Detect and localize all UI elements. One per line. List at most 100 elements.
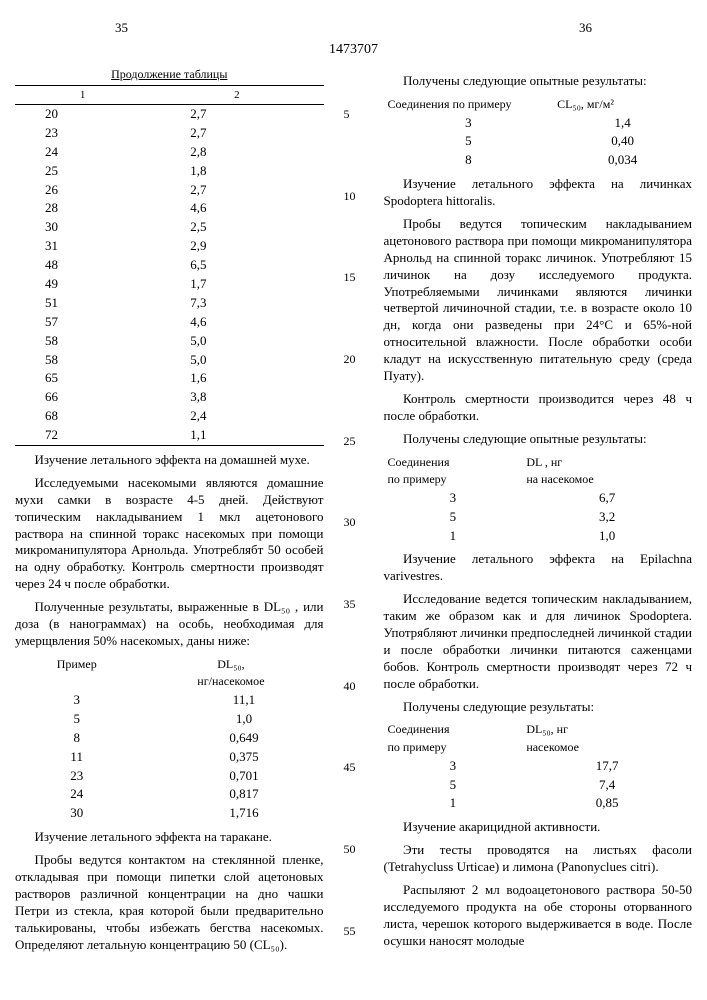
line-number: 45: [344, 760, 364, 776]
table-cell: 25: [15, 162, 150, 181]
table-cell: 8: [384, 151, 554, 170]
right-p6: Изучение летального эффекта на Epilachna…: [384, 551, 693, 585]
t2-h1: Пример: [15, 656, 138, 674]
table-cell: 11: [15, 748, 138, 767]
table-cell: 3,2: [522, 508, 692, 527]
right-column: Получены следующие опытные результаты: С…: [384, 67, 693, 959]
table-cell: 30: [15, 804, 138, 823]
table1-header: Продолжение таблицы: [15, 67, 324, 83]
line-number: 25: [344, 434, 364, 450]
table-cell: 30: [15, 218, 150, 237]
t1-col1: 1: [15, 85, 150, 104]
line-numbers: 510152025303540455055: [344, 67, 364, 959]
right-p5: Получены следующие опытные результаты:: [384, 431, 693, 448]
right-p1: Получены следующие опытные результаты:: [384, 73, 693, 90]
table-cell: 68: [15, 407, 150, 426]
table3: Соединения по примеру CL₅₀, мг/м² 31,450…: [384, 96, 693, 170]
table-cell: 5: [384, 776, 523, 795]
doc-number: 1473707: [15, 41, 692, 59]
t4-h1: Соединения: [384, 454, 523, 472]
left-p3: Полученные результаты, выраженные в DL₅₀…: [15, 599, 324, 650]
t4-h1b: по примеру: [384, 471, 523, 489]
line-number: 40: [344, 679, 364, 695]
t4-h2: DL , нг: [522, 454, 692, 472]
right-p8: Получены следующие результаты:: [384, 699, 693, 716]
table-cell: 6,5: [150, 256, 323, 275]
t2-h2: DL₅₀,: [138, 656, 323, 674]
table-cell: 5: [15, 710, 138, 729]
t5-h2b: насекомое: [522, 739, 692, 757]
table-cell: 2,9: [150, 237, 323, 256]
table4: Соединения DL , нг по примеру на насеком…: [384, 454, 693, 546]
line-number: 50: [344, 842, 364, 858]
table-cell: 66: [15, 388, 150, 407]
left-column: Продолжение таблицы 1 2 202,7232,7242,82…: [15, 67, 324, 959]
right-p7: Исследование ведется топическим накладыв…: [384, 591, 693, 692]
table-cell: 7,4: [522, 776, 692, 795]
table-cell: 2,7: [150, 124, 323, 143]
right-p2: Изучение летального эффекта на личинках …: [384, 176, 693, 210]
table-cell: 3: [384, 489, 523, 508]
table-cell: 5: [384, 508, 523, 527]
right-p3: Пробы ведутся топическим накладыванием а…: [384, 216, 693, 385]
right-p11: Распыляют 2 мл водоацетонового раствора …: [384, 882, 693, 950]
table-cell: 2,4: [150, 407, 323, 426]
table-cell: 5,0: [150, 332, 323, 351]
table-cell: 17,7: [522, 757, 692, 776]
table-cell: 31: [15, 237, 150, 256]
table-cell: 1,1: [150, 426, 323, 445]
table-cell: 1,0: [522, 527, 692, 546]
table-cell: 58: [15, 351, 150, 370]
table-cell: 1,4: [553, 114, 692, 133]
table-cell: 4,6: [150, 313, 323, 332]
left-p2: Исследуемыми насекомыми являются домашни…: [15, 475, 324, 593]
table-cell: 1,8: [150, 162, 323, 181]
line-number: 10: [344, 189, 364, 205]
table-cell: 1: [384, 527, 523, 546]
line-number: 55: [344, 924, 364, 940]
table-cell: 65: [15, 369, 150, 388]
line-number: 5: [344, 107, 364, 123]
line-number: 15: [344, 270, 364, 286]
table-cell: 0,649: [138, 729, 323, 748]
table-cell: 1: [384, 794, 523, 813]
table-cell: 48: [15, 256, 150, 275]
table-cell: 2,5: [150, 218, 323, 237]
line-number: 35: [344, 597, 364, 613]
left-p1: Изучение летального эффекта на домашней …: [15, 452, 324, 469]
table-cell: 3: [384, 757, 523, 776]
table-cell: 0,375: [138, 748, 323, 767]
table-cell: 72: [15, 426, 150, 445]
t1-col2: 2: [150, 85, 323, 104]
table-cell: 58: [15, 332, 150, 351]
table-cell: 0,817: [138, 785, 323, 804]
page-left: 35: [115, 20, 128, 37]
table-cell: 5: [384, 132, 554, 151]
table-cell: 0,701: [138, 767, 323, 786]
table-cell: 26: [15, 181, 150, 200]
t5-h2: DL₅₀, нг: [522, 721, 692, 739]
t3-h2: CL₅₀, мг/м²: [553, 96, 692, 114]
t3-h1: Соединения по примеру: [384, 96, 554, 114]
t2-h2b: нг/насекомое: [138, 673, 323, 691]
table-cell: 28: [15, 199, 150, 218]
table-cell: 1,716: [138, 804, 323, 823]
table-cell: 2,8: [150, 143, 323, 162]
left-p4: Изучение летального эффекта на таракане.: [15, 829, 324, 846]
table-cell: 57: [15, 313, 150, 332]
table-cell: 1,6: [150, 369, 323, 388]
table-cell: 1,7: [150, 275, 323, 294]
table-cell: 0,40: [553, 132, 692, 151]
table-cell: 3,8: [150, 388, 323, 407]
table-cell: 2,7: [150, 104, 323, 123]
table-cell: 49: [15, 275, 150, 294]
table-cell: 7,3: [150, 294, 323, 313]
table-cell: 8: [15, 729, 138, 748]
table-cell: 24: [15, 785, 138, 804]
table5: Соединения DL₅₀, нг по примеру насекомое…: [384, 721, 693, 813]
t5-h1b: по примеру: [384, 739, 523, 757]
table-cell: 0,034: [553, 151, 692, 170]
line-number: 30: [344, 515, 364, 531]
table-cell: 2,7: [150, 181, 323, 200]
table-cell: 5,0: [150, 351, 323, 370]
